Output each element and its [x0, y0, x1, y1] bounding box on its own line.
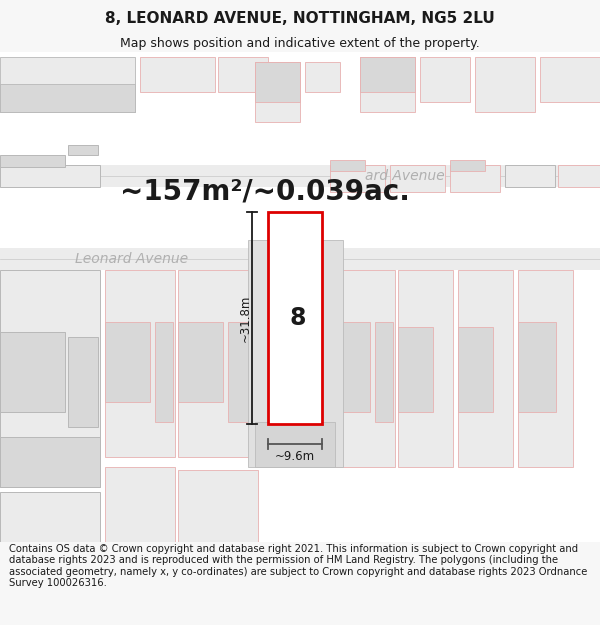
Bar	[458, 327, 493, 412]
Bar	[0, 155, 65, 167]
Bar	[398, 327, 433, 412]
Bar	[255, 62, 300, 102]
Bar	[0, 437, 100, 487]
Bar	[330, 322, 370, 412]
Bar	[255, 62, 300, 122]
Bar	[248, 240, 343, 467]
Bar	[0, 332, 65, 412]
Bar	[0, 57, 135, 112]
Bar	[155, 322, 173, 422]
Bar	[68, 145, 98, 155]
Bar	[450, 160, 485, 171]
Bar	[0, 492, 100, 542]
Bar	[268, 212, 322, 424]
Bar	[178, 322, 223, 402]
Bar	[475, 57, 535, 112]
Bar	[375, 322, 393, 422]
Bar	[305, 62, 340, 92]
Bar	[330, 160, 365, 171]
Bar	[360, 57, 415, 112]
Bar	[105, 322, 150, 402]
Bar	[505, 165, 555, 187]
Bar	[105, 270, 175, 457]
Bar	[390, 165, 445, 192]
Bar	[178, 470, 258, 542]
Text: ~31.8m: ~31.8m	[239, 294, 251, 342]
Bar	[255, 422, 335, 467]
Bar	[178, 270, 258, 457]
Bar	[450, 165, 500, 192]
Bar	[105, 467, 175, 542]
Text: ~9.6m: ~9.6m	[275, 451, 315, 464]
Bar	[330, 165, 385, 192]
Text: Leonard Avenue: Leonard Avenue	[75, 252, 188, 266]
Bar	[218, 57, 268, 92]
Bar	[0, 165, 100, 187]
Bar	[68, 337, 98, 427]
Bar	[518, 270, 573, 467]
Bar	[140, 57, 215, 92]
Bar	[558, 165, 600, 187]
Bar	[0, 248, 600, 270]
Text: Contains OS data © Crown copyright and database right 2021. This information is : Contains OS data © Crown copyright and d…	[9, 544, 587, 589]
Text: ~157m²/~0.039ac.: ~157m²/~0.039ac.	[120, 178, 410, 206]
Bar	[360, 57, 415, 92]
Bar	[420, 57, 470, 102]
Bar	[0, 270, 100, 487]
Text: 8: 8	[290, 306, 306, 330]
Bar	[0, 84, 135, 112]
Bar	[518, 322, 556, 412]
Text: Map shows position and indicative extent of the property.: Map shows position and indicative extent…	[120, 38, 480, 51]
Bar	[398, 270, 453, 467]
Bar	[330, 270, 395, 467]
Text: ard Avenue: ard Avenue	[365, 169, 445, 183]
Bar	[0, 165, 600, 187]
Bar	[540, 57, 600, 102]
Text: 8, LEONARD AVENUE, NOTTINGHAM, NG5 2LU: 8, LEONARD AVENUE, NOTTINGHAM, NG5 2LU	[105, 11, 495, 26]
Bar	[458, 270, 513, 467]
Bar	[228, 322, 256, 422]
